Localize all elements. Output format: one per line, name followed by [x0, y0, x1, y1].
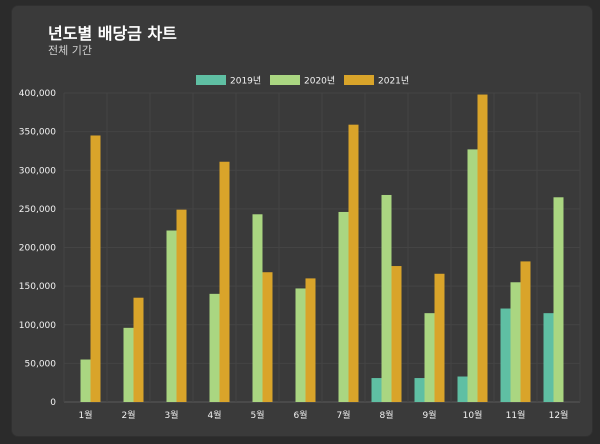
legend-label: 2020년: [304, 76, 335, 87]
bar[interactable]: [295, 288, 306, 402]
chart-subtitle: 전체 기간: [48, 44, 92, 57]
x-tick-label: 4월: [207, 409, 221, 421]
bar[interactable]: [252, 214, 263, 402]
legend-swatch: [344, 75, 374, 85]
bar[interactable]: [90, 135, 101, 403]
x-tick-label: 11월: [506, 409, 526, 421]
bar[interactable]: [381, 194, 392, 402]
legend-item[interactable]: 2021년: [344, 75, 409, 87]
x-tick-label: 3월: [164, 409, 178, 421]
bar[interactable]: [467, 149, 478, 402]
y-tick-label: 250,000: [19, 205, 56, 215]
bar[interactable]: [500, 308, 511, 402]
y-tick-label: 400,000: [19, 89, 56, 99]
y-tick-label: 100,000: [19, 321, 56, 331]
grid-lines: [63, 92, 581, 403]
y-axis-labels: 0 50,000 100,000 150,000 200,000 250,000 300,0…: [19, 89, 56, 408]
bar[interactable]: [80, 359, 91, 402]
bar[interactable]: [553, 197, 564, 402]
x-tick-label: 1월: [78, 409, 92, 421]
legend-item[interactable]: 2020년: [270, 75, 335, 87]
legend-label: 2019년: [230, 76, 261, 87]
bar[interactable]: [520, 261, 531, 402]
x-tick-label: 9월: [422, 409, 436, 421]
legend-label: 2021년: [378, 76, 409, 87]
legend-swatch: [196, 75, 226, 85]
bar[interactable]: [414, 378, 425, 402]
bar[interactable]: [477, 94, 488, 403]
x-tick-label: 6월: [293, 409, 307, 421]
x-tick-label: 5월: [250, 409, 264, 421]
bar[interactable]: [209, 293, 220, 402]
legend-item[interactable]: 2019년: [196, 75, 261, 87]
bar[interactable]: [543, 313, 554, 402]
y-tick-label: 0: [50, 398, 56, 408]
bars: [80, 94, 564, 403]
bar[interactable]: [457, 376, 468, 402]
legend-swatch: [270, 75, 300, 85]
y-tick-label: 150,000: [19, 282, 56, 292]
x-tick-label: 10월: [463, 409, 483, 421]
bar[interactable]: [219, 161, 230, 402]
bar[interactable]: [348, 124, 359, 403]
bar[interactable]: [166, 230, 177, 402]
bar[interactable]: [305, 278, 316, 402]
bar[interactable]: [262, 272, 273, 402]
chart-title: 년도별 배당금 차트: [48, 24, 177, 43]
bar[interactable]: [391, 266, 402, 402]
bar[interactable]: [123, 327, 134, 402]
x-axis-labels: 1월 2월 3월 4월 5월 6월 7월 8월 9월 10월 11월 12월: [78, 409, 568, 421]
y-tick-label: 50,000: [25, 359, 57, 369]
bar[interactable]: [338, 211, 349, 402]
x-tick-label: 12월: [549, 409, 569, 421]
bar[interactable]: [133, 297, 144, 402]
x-tick-label: 2월: [121, 409, 135, 421]
bar[interactable]: [371, 378, 382, 402]
legend: 2019년 2020년 2021년: [196, 75, 409, 87]
y-tick-label: 300,000: [19, 166, 56, 176]
bar[interactable]: [424, 313, 435, 402]
bar[interactable]: [176, 209, 187, 402]
y-tick-label: 200,000: [19, 244, 56, 254]
bar[interactable]: [434, 273, 445, 402]
x-tick-label: 8월: [379, 409, 393, 421]
x-tick-label: 7월: [336, 409, 350, 421]
bar[interactable]: [510, 282, 521, 402]
y-tick-label: 350,000: [19, 128, 56, 138]
